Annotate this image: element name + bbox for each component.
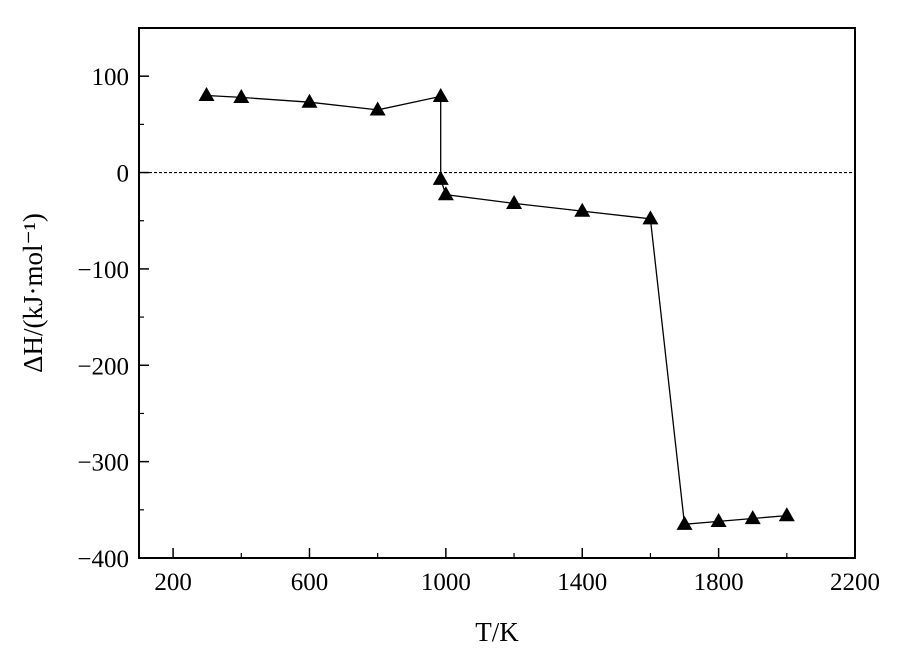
y-tick-label: −200	[77, 353, 129, 380]
axis-ticks	[139, 75, 856, 559]
axis-tick-labels: 200 600 1000 1400 1800 22001000−100−200−300−4…	[77, 64, 880, 596]
y-axis-label: ΔH/(kJ·mol⁻¹)	[18, 213, 48, 373]
data-point-marker	[574, 202, 591, 217]
plot-frame	[138, 27, 856, 559]
data-point-marker	[437, 186, 454, 201]
x-tick-label: 2200	[830, 569, 880, 596]
y-tick-label: −100	[77, 257, 129, 284]
data-point-marker	[369, 101, 386, 116]
data-point-marker	[710, 512, 727, 527]
y-tick-label: 0	[117, 161, 130, 188]
x-tick-label: 600	[291, 569, 329, 596]
series-line	[206, 94, 787, 526]
data-point-marker	[432, 170, 449, 185]
data-point-marker	[432, 88, 449, 103]
data-point-marker	[642, 210, 659, 225]
y-tick-label: −300	[77, 450, 129, 477]
data-point-marker	[778, 507, 795, 522]
x-tick-label: 1800	[694, 569, 744, 596]
x-tick-label: 1000	[421, 569, 471, 596]
data-point-marker	[233, 88, 250, 103]
data-point-marker	[744, 510, 761, 525]
data-point-marker	[301, 93, 318, 108]
y-tick-label: −400	[77, 546, 129, 573]
x-axis-label: T/K	[475, 617, 519, 647]
series-layer	[198, 87, 795, 530]
x-tick-label: 1400	[557, 569, 607, 596]
data-point-marker	[198, 87, 215, 102]
data-point-marker	[676, 515, 693, 530]
data-point-marker	[506, 194, 523, 209]
x-tick-label: 200	[154, 569, 192, 596]
y-tick-label: 100	[92, 64, 130, 91]
